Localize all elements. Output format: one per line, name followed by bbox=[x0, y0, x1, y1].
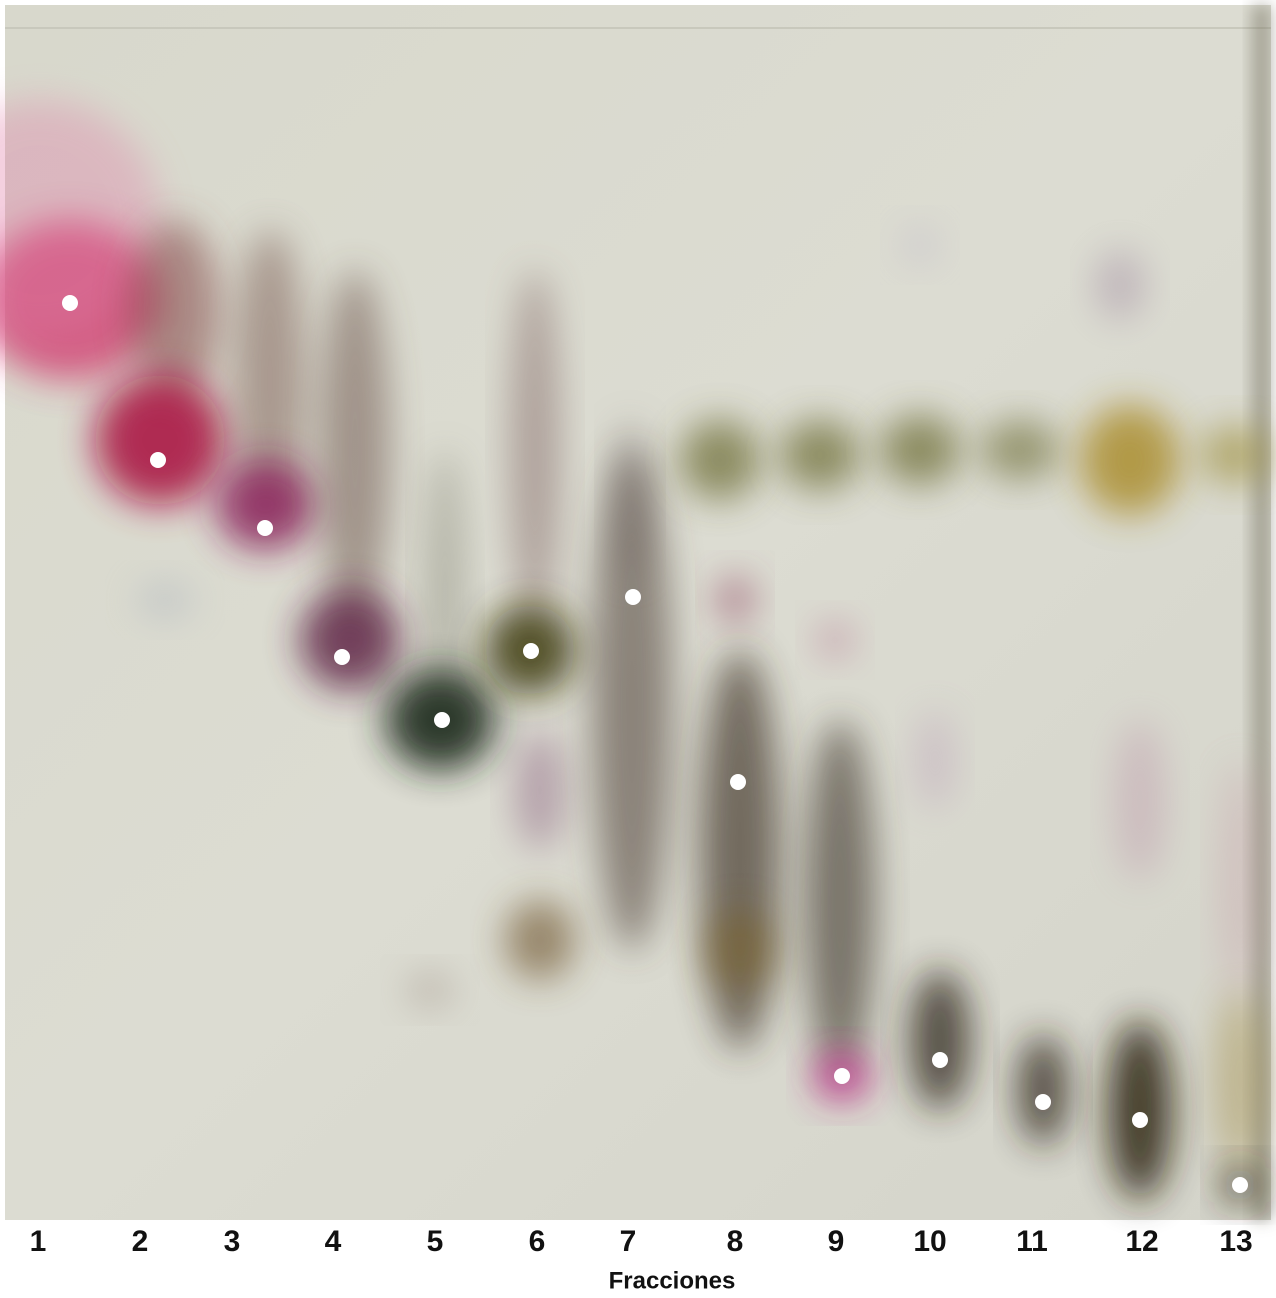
spot bbox=[880, 415, 960, 485]
spot bbox=[320, 270, 390, 630]
spots bbox=[0, 100, 1270, 1205]
spot bbox=[780, 420, 860, 490]
spot bbox=[612, 420, 648, 580]
spot bbox=[1108, 1020, 1172, 1200]
lane-label: 9 bbox=[828, 1225, 845, 1258]
lane-label: 5 bbox=[427, 1225, 444, 1258]
spot-markers bbox=[62, 295, 1248, 1193]
spot-marker bbox=[730, 774, 746, 790]
spot-marker bbox=[150, 452, 166, 468]
spot bbox=[135, 580, 195, 620]
spot bbox=[215, 460, 315, 550]
spot bbox=[1115, 720, 1165, 880]
spot bbox=[515, 730, 565, 850]
spot-marker bbox=[523, 643, 539, 659]
spot-marker bbox=[62, 295, 78, 311]
spot bbox=[915, 710, 955, 810]
spot bbox=[1220, 760, 1260, 1000]
lane-label: 1 bbox=[30, 1225, 47, 1258]
lane-label: 6 bbox=[529, 1225, 546, 1258]
spot bbox=[95, 375, 225, 505]
lane-label: 12 bbox=[1125, 1225, 1158, 1258]
lane-label: 2 bbox=[132, 1225, 149, 1258]
spot bbox=[815, 620, 855, 660]
spot bbox=[805, 720, 875, 1080]
lane-label: 4 bbox=[325, 1225, 342, 1258]
spot bbox=[235, 230, 305, 530]
spot bbox=[300, 590, 400, 690]
spot-marker bbox=[434, 712, 450, 728]
spot-marker bbox=[1232, 1177, 1248, 1193]
spot bbox=[900, 225, 940, 265]
spot-marker bbox=[257, 520, 273, 536]
lane-label: 13 bbox=[1219, 1225, 1252, 1258]
x-axis-label: Fracciones bbox=[609, 1267, 736, 1294]
lane-labels: 1 2 3 4 5 6 7 8 9 10 11 12 13 bbox=[30, 1225, 1253, 1258]
spot-marker bbox=[625, 589, 641, 605]
spot bbox=[705, 910, 775, 990]
spot bbox=[510, 270, 560, 630]
spot bbox=[980, 420, 1060, 480]
lane-label: 10 bbox=[913, 1225, 946, 1258]
spot-marker bbox=[1035, 1094, 1051, 1110]
spot bbox=[130, 220, 220, 400]
spot bbox=[1018, 1035, 1068, 1145]
spot bbox=[715, 575, 755, 625]
spot bbox=[592, 450, 672, 950]
lane-label: 7 bbox=[620, 1225, 637, 1258]
spot bbox=[1200, 425, 1270, 485]
lane-label: 3 bbox=[224, 1225, 241, 1258]
spot-marker bbox=[334, 649, 350, 665]
spot bbox=[505, 900, 575, 980]
spot bbox=[405, 972, 455, 1008]
lane-label: 11 bbox=[1016, 1225, 1048, 1258]
spot bbox=[0, 100, 160, 340]
spot-marker bbox=[932, 1052, 948, 1068]
spot-marker bbox=[834, 1068, 850, 1084]
spot-marker bbox=[1132, 1112, 1148, 1128]
spot bbox=[1080, 405, 1180, 515]
lane-label: 8 bbox=[727, 1225, 744, 1258]
spot bbox=[1215, 990, 1265, 1170]
spot bbox=[910, 970, 970, 1110]
spot bbox=[1095, 250, 1145, 320]
spot bbox=[680, 420, 760, 500]
